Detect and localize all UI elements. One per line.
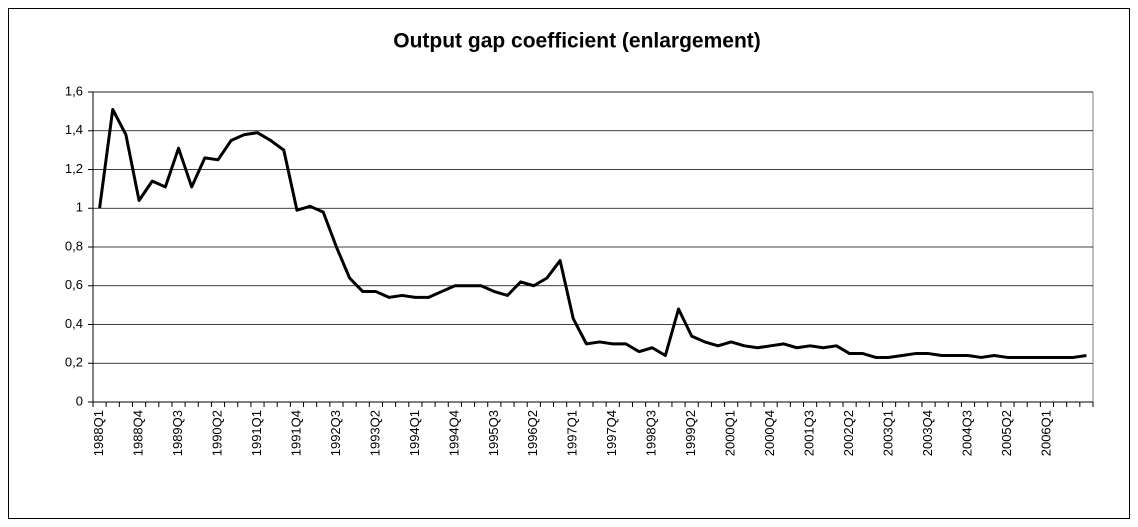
y-tick-label: 1 — [76, 200, 83, 215]
y-tick-label: 0,2 — [65, 355, 83, 370]
x-tick-label: 2002Q2 — [841, 410, 856, 456]
y-tick-label: 1,2 — [65, 161, 83, 176]
y-tick-label: 0,8 — [65, 238, 83, 253]
x-tick-label: 1991Q1 — [249, 410, 264, 456]
x-tick-label: 1998Q3 — [644, 410, 659, 456]
x-tick-label: 2001Q3 — [802, 410, 817, 456]
x-tick-label: 1988Q1 — [91, 410, 106, 456]
y-tick-label: 1,6 — [65, 83, 83, 98]
x-tick-label: 1994Q4 — [446, 410, 461, 456]
x-tick-label: 2005Q2 — [999, 410, 1014, 456]
x-tick-label: 2003Q4 — [920, 410, 935, 456]
y-tick-label: 0,6 — [65, 277, 83, 292]
chart-frame — [8, 8, 1130, 519]
x-tick-label: 1988Q4 — [130, 410, 145, 456]
x-tick-label: 1993Q2 — [367, 410, 382, 456]
y-tick-label: 1,4 — [65, 122, 83, 137]
x-tick-label: 1997Q4 — [604, 410, 619, 456]
x-tick-label: 1995Q3 — [486, 410, 501, 456]
x-tick-label: 2004Q3 — [959, 410, 974, 456]
x-tick-label: 1996Q2 — [525, 410, 540, 456]
x-tick-label: 1989Q3 — [170, 410, 185, 456]
x-tick-label: 1994Q1 — [407, 410, 422, 456]
chart-title: Output gap coefficient (enlargement) — [393, 30, 761, 53]
x-tick-label: 2000Q1 — [723, 410, 738, 456]
y-tick-label: 0,4 — [65, 316, 83, 331]
x-tick-label: 1990Q2 — [209, 410, 224, 456]
x-tick-label: 1991Q4 — [288, 410, 303, 456]
data-line — [98, 107, 1087, 359]
x-tick-label: 2000Q4 — [762, 410, 777, 456]
y-tick-label: 0 — [76, 393, 83, 408]
x-tick-label: 1992Q3 — [328, 410, 343, 456]
x-tick-label: 2003Q1 — [880, 410, 895, 456]
x-tick-label: 1999Q2 — [683, 410, 698, 456]
x-tick-label: 2006Q1 — [1038, 410, 1053, 456]
x-tick-label: 1997Q1 — [565, 410, 580, 456]
